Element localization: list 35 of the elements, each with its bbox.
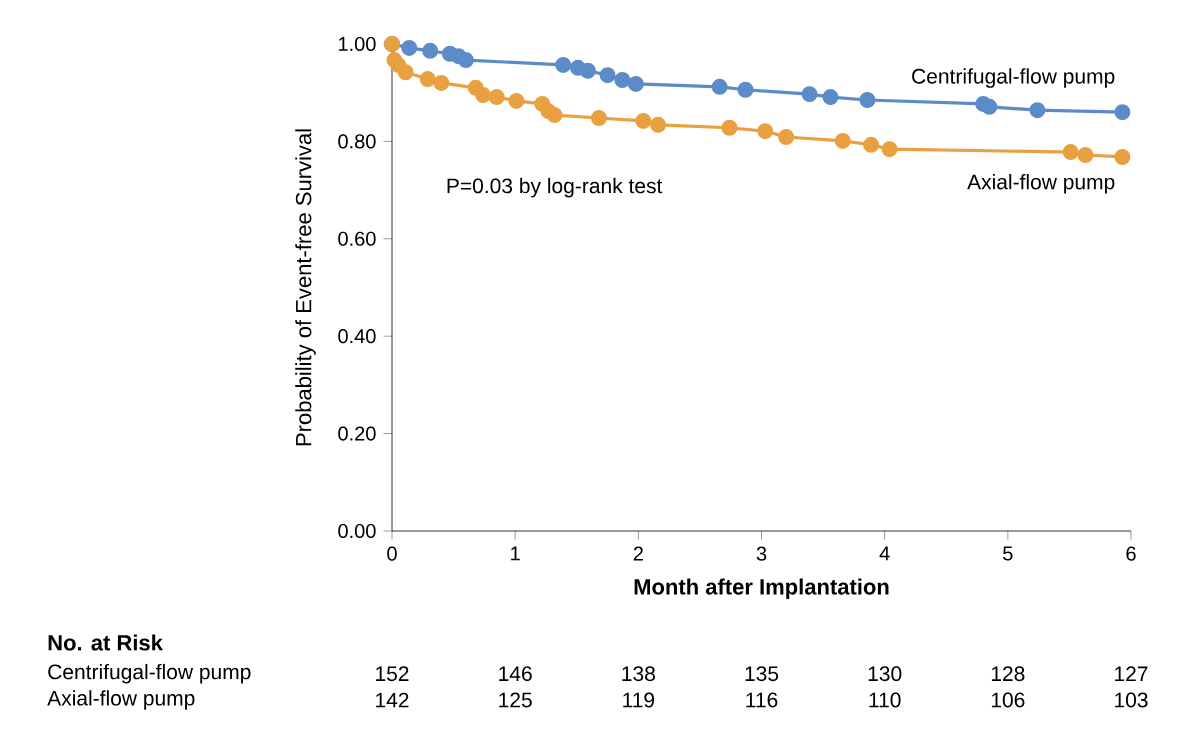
x-tick-label: 1 — [511, 546, 520, 561]
text: 130 — [868, 666, 902, 682]
text: 135 — [745, 666, 779, 682]
text: 110 — [869, 692, 901, 708]
x-tick-label: 5 — [1003, 546, 1013, 561]
x-tick-label: 4 — [879, 546, 890, 561]
x-tick-label: 3 — [756, 546, 767, 561]
y-tick-label: 0.40 — [338, 329, 376, 344]
text: 119 — [623, 692, 655, 708]
y-tick-label: 0.60 — [338, 231, 376, 246]
text: 127 — [1115, 666, 1148, 682]
y-tick-label: 0.80 — [338, 134, 376, 149]
y-tick-label: 0.00 — [338, 523, 376, 539]
series-label: Centrifugal-flow pump — [912, 68, 1115, 88]
y-tick-label: 1.00 — [339, 36, 376, 52]
text: 152 — [376, 666, 409, 682]
text: 146 — [499, 666, 532, 682]
text: 106 — [991, 692, 1025, 708]
text: 128 — [991, 666, 1025, 682]
text: 138 — [622, 666, 655, 682]
x-tick-label: 0 — [387, 546, 397, 561]
text: Axial-flow pump — [47, 690, 195, 710]
x-axis-title: Month after Implantation — [634, 578, 889, 599]
x-tick-label: 6 — [1126, 546, 1136, 561]
text: No. at Risk — [48, 634, 163, 651]
text: 125 — [499, 692, 532, 708]
y-axis-title: Probability of Event-free Survival — [295, 129, 316, 446]
text: 116 — [746, 692, 778, 708]
series-label: Axial-flow pump — [967, 173, 1115, 194]
x-tick-label: 2 — [633, 546, 643, 561]
y-tick-label: 0.20 — [338, 426, 376, 441]
annotation: P=0.03 by log-rank test — [447, 177, 663, 198]
text: 142 — [376, 692, 409, 708]
text: Centrifugal-flow pump — [48, 663, 251, 684]
text: 103 — [1115, 692, 1148, 708]
